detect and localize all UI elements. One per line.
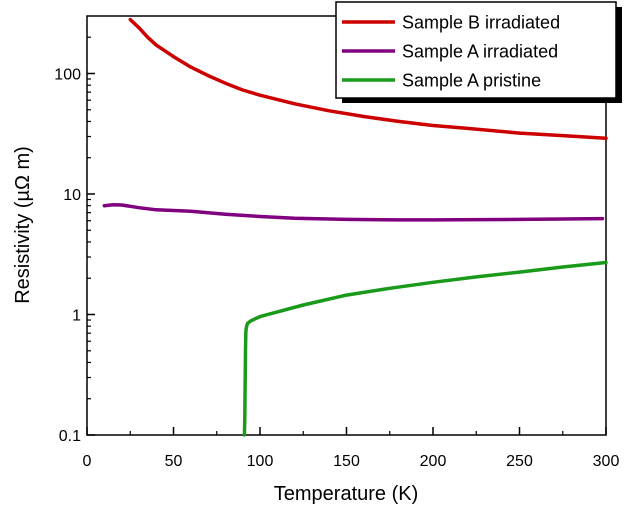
x-tick-label: 200 xyxy=(420,453,447,470)
series-layer xyxy=(102,17,608,437)
y-tick-label: 1 xyxy=(72,307,81,324)
legend-items: Sample B irradiated Sample A irradiated Sa… xyxy=(342,13,560,91)
legend-label-1: Sample B irradiated xyxy=(402,13,560,33)
series-line-3 xyxy=(242,260,608,437)
y-tick-label: 0.1 xyxy=(59,428,81,445)
x-axis-ticks: 0 50 100 150 200 250 300 xyxy=(83,427,620,470)
y-tick-label: 10 xyxy=(63,187,81,204)
legend: Sample B irradiated Sample A irradiated Sa… xyxy=(335,1,622,103)
legend-label-2: Sample A irradiated xyxy=(402,42,558,62)
x-tick-label: 0 xyxy=(83,453,92,470)
legend-label-3: Sample A pristine xyxy=(402,71,541,91)
x-tick-label: 250 xyxy=(506,453,533,470)
x-axis-title: Temperature (K) xyxy=(274,483,419,505)
x-tick-label: 50 xyxy=(165,453,183,470)
y-axis-title: Resistivity (µΩ m) xyxy=(12,146,34,304)
plot-area: 0 50 100 150 200 250 300 0.1 1 10 100 xyxy=(54,15,620,470)
x-tick-label: 100 xyxy=(247,453,274,470)
x-tick-label: 150 xyxy=(333,453,360,470)
y-axis-ticks: 0.1 1 10 100 xyxy=(54,36,95,445)
series-line-2 xyxy=(102,202,605,222)
x-tick-label: 300 xyxy=(593,453,620,470)
y-tick-label: 100 xyxy=(54,66,81,83)
series-line-1 xyxy=(128,17,608,141)
